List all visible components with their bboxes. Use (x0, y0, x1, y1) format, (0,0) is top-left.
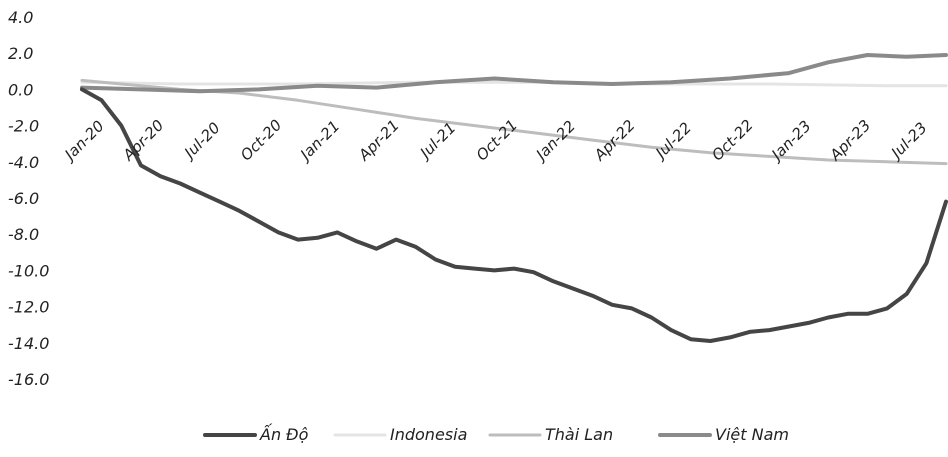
x-tick-label: Jul-21 (414, 119, 459, 164)
legend-label: Indonesia (390, 425, 467, 444)
y-tick-label: -12.0 (8, 298, 49, 317)
y-tick-label: -2.0 (8, 117, 39, 136)
y-tick-label: -6.0 (8, 189, 39, 208)
y-tick-label: 0.0 (8, 80, 33, 99)
legend-label: Thài Lan (545, 425, 613, 444)
y-tick-label: -4.0 (8, 153, 39, 172)
y-tick-label: -16.0 (8, 370, 49, 389)
x-tick-label: Apr-23 (826, 116, 875, 165)
y-tick-label: -14.0 (8, 334, 49, 353)
legend-label: Việt Nam (715, 425, 789, 444)
x-tick-label: Oct-22 (708, 116, 756, 164)
y-tick-label: 4.0 (8, 8, 33, 27)
x-tick-label: Jan-20 (59, 117, 108, 166)
x-tick-label: Oct-21 (473, 116, 521, 164)
x-tick-label: Jul-20 (179, 119, 224, 164)
x-tick-label: Jan-22 (530, 117, 579, 166)
series-line-0 (80, 87, 948, 343)
y-tick-label: 2.0 (8, 44, 33, 63)
x-tick-label: Oct-20 (237, 116, 285, 164)
x-tick-label: Jan-21 (295, 117, 344, 166)
x-tick-label: Apr-20 (119, 116, 168, 165)
y-tick-label: -10.0 (8, 261, 49, 280)
legend: Ấn Độ Indonesia Thài Lan Việt Nam (203, 423, 789, 444)
series-line-3 (80, 53, 948, 94)
x-tick-label: Apr-21 (354, 116, 403, 165)
y-axis-tick-labels: 4.0 2.0 0.0 -2.0 -4.0 -6.0 -8.0 -10.0 -12.0 -14.0… (8, 8, 49, 389)
plot-area (80, 53, 948, 343)
x-tick-label: Jul-22 (650, 119, 695, 164)
legend-label: Ấn Độ (259, 423, 309, 444)
y-tick-label: -8.0 (8, 225, 39, 244)
series-line-1 (80, 80, 948, 88)
x-tick-label: Jul-23 (886, 119, 931, 164)
